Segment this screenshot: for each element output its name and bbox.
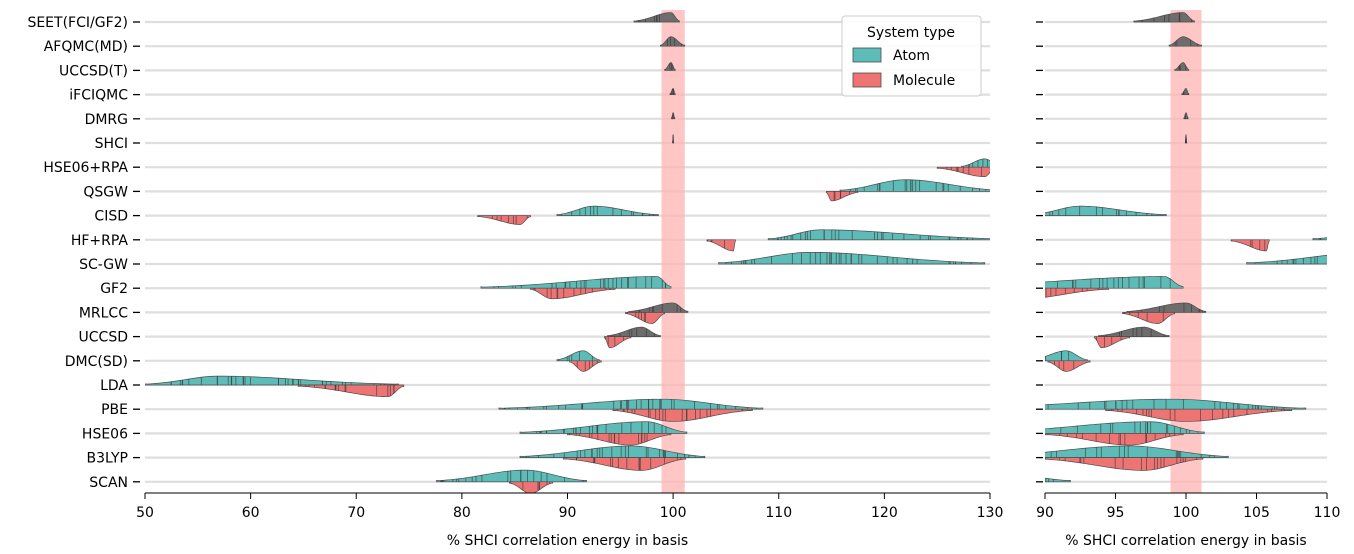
violin-B3LYP-Molecule: [1045, 457, 1204, 471]
method-label: iFCIQMC: [69, 88, 128, 104]
method-label: MRLCC: [79, 305, 128, 321]
violin-LDA-Molecule: [297, 384, 405, 398]
x-tick-label: 105: [1243, 505, 1270, 521]
method-label: SC-GW: [79, 257, 128, 273]
method-label: SHCI: [95, 136, 128, 152]
violins-zoomed: [481, 12, 1327, 494]
violin-AFQMC(MD)-Atom: [660, 36, 686, 47]
violin-LDA-Atom: [145, 375, 399, 386]
x-tick-label: 50: [136, 505, 154, 521]
violin-SCAN-Molecule: [967, 482, 1025, 494]
method-label: SEET(FCI/GF2): [27, 15, 128, 31]
violin-SCAN-Molecule: [509, 481, 554, 493]
method-label: B3LYP: [87, 451, 128, 467]
method-label: DMC(SD): [65, 354, 128, 370]
legend-swatch-molecule: [852, 72, 882, 88]
violin-HSE06-Atom: [1045, 421, 1205, 434]
method-label: UCCSD(T): [59, 63, 128, 79]
x-tick-label: 100: [660, 505, 687, 521]
violin-B3LYP-Atom: [1045, 445, 1229, 458]
violin-HSE06+RPA-Molecule: [936, 166, 990, 178]
violin-LDA-Atom: [481, 376, 819, 385]
violin-GF2-Molecule: [1045, 287, 1109, 298]
violin-HF+RPA-Molecule: [1230, 239, 1270, 252]
x-tick-label: 95: [1107, 505, 1125, 521]
x-axis-full-range: 50 60 70 80 90 100 110 120 130 % SHCI correlation…: [136, 492, 1004, 549]
method-label: QSGW: [83, 184, 128, 200]
method-label: HSE06+RPA: [43, 160, 128, 176]
method-label: AFQMC(MD): [44, 39, 128, 55]
violin-HSE06-Molecule: [1045, 433, 1184, 446]
violin-HF+RPA-Molecule: [706, 239, 736, 252]
violin-UCCSD-Atom: [607, 326, 661, 337]
violin-HSE06+RPA-Atom: [961, 158, 990, 168]
method-label: SCAN: [89, 475, 128, 491]
x-axis-title: % SHCI correlation energy in basis: [447, 533, 688, 549]
x-tick-label: 130: [977, 505, 1004, 521]
method-label: PBE: [101, 402, 128, 418]
violin-DMC(SD)-Atom: [556, 350, 600, 362]
violin-UCCSD-Atom: [1098, 326, 1170, 337]
violin-PBE-Atom: [498, 398, 764, 410]
legend-swatch-atom: [852, 47, 882, 63]
violin-MRLCC-Atom: [1126, 302, 1207, 313]
violins-full-range: [145, 12, 990, 493]
x-tick-label: 110: [1314, 505, 1341, 521]
x-tick-label: 110: [765, 505, 792, 521]
method-label: HF+RPA: [71, 233, 129, 249]
x-axis-title: % SHCI correlation energy in basis: [1065, 533, 1306, 549]
violin-HF+RPA-Atom: [767, 229, 990, 241]
legend: System type Atom Molecule: [841, 15, 982, 97]
violin-CISD-Molecule: [925, 216, 996, 225]
method-label: UCCSD: [79, 330, 128, 346]
violin-PBE-Molecule: [612, 408, 753, 422]
x-tick-label: 120: [871, 505, 898, 521]
x-tick-label: 100: [1173, 505, 1200, 521]
violin-UCCSD(T)-Atom: [1174, 62, 1190, 71]
violin-B3LYP-Atom: [519, 445, 706, 458]
method-labels: SEET(FCI/GF2) AFQMC(MD) UCCSD(T) iFCIQMC DMR…: [27, 15, 1043, 491]
legend-label-molecule: Molecule: [893, 73, 955, 89]
x-tick-label: 60: [242, 505, 260, 521]
method-label: HSE06: [82, 426, 128, 442]
violin-GF2-Atom: [1045, 276, 1184, 289]
violin-SCAN-Atom: [1045, 477, 1071, 483]
violin-SCAN-Atom: [436, 469, 587, 483]
x-tick-label: 80: [453, 505, 471, 521]
legend-label-atom: Atom: [893, 48, 930, 64]
violin-MRLCC-Atom: [628, 302, 689, 313]
violin-HSE06-Atom: [519, 421, 688, 434]
violin-DMC(SD)-Molecule: [1047, 360, 1091, 372]
violin-GF2-Molecule: [530, 287, 616, 300]
method-label: LDA: [100, 378, 128, 394]
method-label: GF2: [100, 281, 128, 297]
violin-MRLCC-Molecule: [1122, 312, 1176, 324]
reference-band: [661, 10, 685, 493]
violin-DMC(SD)-Atom: [1045, 350, 1088, 362]
x-tick-label: 90: [559, 505, 577, 521]
violin-UCCSD-Molecule: [604, 336, 632, 349]
violin-GF2-Atom: [480, 276, 672, 289]
x-tick-label: 90: [1036, 505, 1054, 521]
violin-LDA-Molecule: [685, 385, 826, 397]
violin-PBE-Molecule: [1105, 408, 1293, 422]
violin-HF+RPA-Atom: [1312, 237, 1327, 241]
violin-SC-GW-Atom: [1246, 254, 1327, 265]
legend-title: System type: [867, 25, 955, 41]
method-label: CISD: [94, 209, 128, 225]
violin-CISD-Molecule: [477, 215, 531, 225]
x-axis-zoomed: 90 95 100 105 110 % SHCI correlation energy i…: [1036, 492, 1341, 549]
violin-QSGW-Molecule: [825, 191, 859, 202]
violin-CISD-Atom: [556, 205, 659, 216]
violin-CISD-Atom: [1045, 205, 1167, 216]
method-label: DMRG: [85, 112, 128, 128]
x-tick-label: 70: [347, 505, 365, 521]
